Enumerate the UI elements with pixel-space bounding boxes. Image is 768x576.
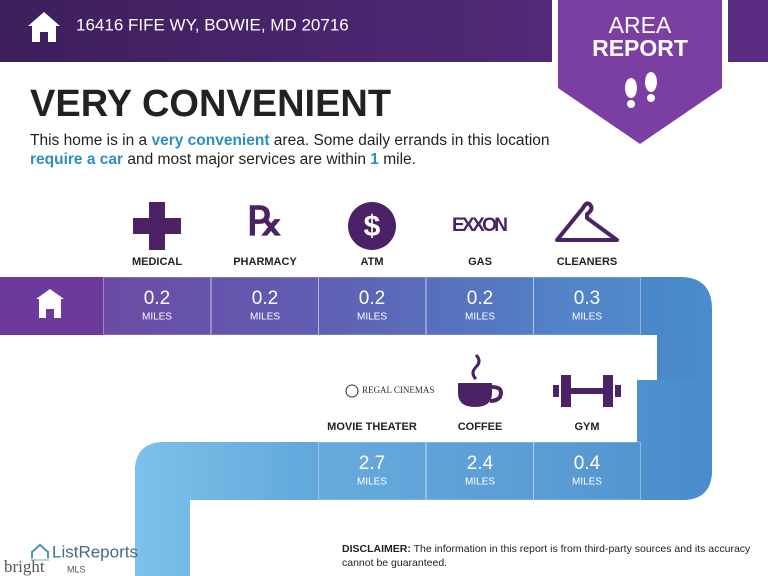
service-name: MOVIE THEATER [327, 421, 417, 433]
distance: 0.2 [252, 288, 278, 309]
cell [426, 441, 534, 501]
service-name: ATM [360, 256, 383, 268]
coin [348, 202, 396, 250]
disclaimer: DISCLAIMER: The information in this repo… [342, 542, 762, 570]
distance: 0.4 [574, 453, 601, 474]
distance-unit: MILES [465, 477, 495, 488]
disclaimer-label: DISCLAIMER: [342, 543, 411, 555]
cell [211, 276, 319, 336]
mls-backdrop [0, 558, 100, 576]
rx-icon: ℞ [247, 199, 283, 244]
badge [558, 0, 722, 144]
regal-icon: REGAL CINEMAS [345, 384, 434, 398]
distance: 2.7 [359, 453, 385, 474]
distance-unit: MILES [572, 312, 602, 323]
brand: ListReports [52, 542, 138, 561]
footsteps-icon [625, 72, 657, 108]
cup-icon [458, 353, 503, 407]
dollar-sign: $ [364, 210, 381, 243]
steam [471, 353, 481, 381]
text: mile. [378, 151, 416, 168]
headline: VERY CONVENIENT [30, 83, 391, 125]
cell [103, 276, 211, 336]
cell [318, 441, 426, 501]
service-name: MEDICAL [132, 256, 182, 268]
cell [533, 276, 641, 336]
text: area. Some daily errands in this locatio… [269, 132, 550, 149]
service-name: GAS [468, 256, 492, 268]
exxon-icon: EXXON [452, 215, 508, 236]
distance: 0.3 [574, 288, 600, 309]
disclaimer-text: The information in this report is from t… [342, 543, 751, 569]
cell [533, 441, 641, 501]
text: and most major services are within [123, 151, 371, 168]
distance: 0.2 [467, 288, 493, 309]
cup [458, 383, 492, 407]
handle [489, 385, 503, 403]
distance-unit: MILES [357, 477, 387, 488]
service-name: COFFEE [458, 421, 503, 433]
highlight: 1 [370, 151, 379, 168]
distance-unit: MILES [465, 312, 495, 323]
dumbbell [553, 375, 621, 407]
distance: 2.4 [467, 453, 494, 474]
distance-unit: MILES [142, 312, 172, 323]
rx: ℞ [247, 199, 283, 244]
service-name: GYM [574, 421, 599, 433]
text: This home is in a [30, 132, 152, 149]
dollar-icon: $ [348, 202, 396, 250]
regal-mark [345, 384, 359, 398]
dumbbell-icon [553, 375, 621, 407]
home-icon [28, 12, 60, 42]
highlight: require a car [30, 151, 124, 168]
home-cell-icon [36, 289, 64, 318]
route-band-lower [135, 380, 712, 576]
service-name: PHARMACY [233, 256, 297, 268]
description: This home is in a very convenient area. … [30, 131, 550, 169]
badge-line1: AREA [609, 12, 672, 38]
distance-unit: MILES [572, 477, 602, 488]
mls-suffix: MLS [67, 564, 86, 574]
logo: EXXON [452, 215, 508, 236]
hanger-icon [555, 201, 619, 242]
logo: REGAL CINEMAS [362, 385, 434, 395]
cross [133, 202, 181, 250]
distance: 0.2 [144, 288, 170, 309]
cell [426, 276, 534, 336]
distance-unit: MILES [250, 312, 280, 323]
cross-icon [133, 202, 181, 250]
address: 16416 FIFE WY, BOWIE, MD 20716 [76, 15, 349, 34]
cell [318, 276, 426, 336]
distance: 0.2 [359, 288, 385, 309]
mls-brand: bright [4, 557, 45, 576]
badge-line2: REPORT [592, 35, 688, 61]
service-name: CLEANERS [557, 256, 618, 268]
distance-unit: MILES [357, 312, 387, 323]
hanger [555, 201, 619, 242]
highlight: very convenient [151, 132, 270, 149]
